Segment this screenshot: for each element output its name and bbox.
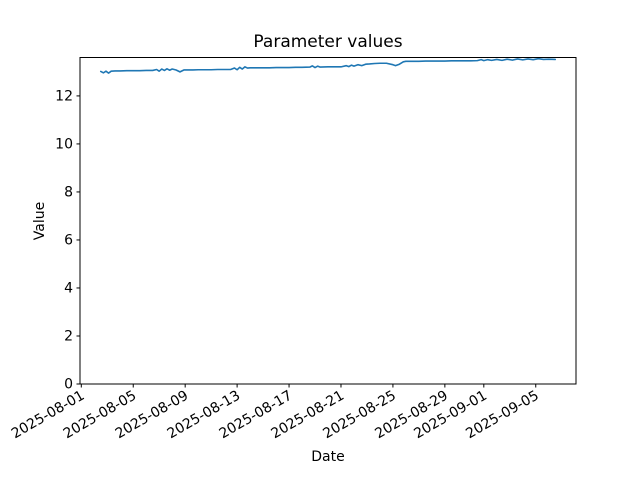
y-tick-label: 8 [64,184,73,200]
y-tick-label: 6 [64,232,73,248]
y-tick-label: 0 [64,377,73,393]
chart-layer: 0246810122025-08-012025-08-052025-08-092… [9,57,577,442]
y-axis-label: Value [32,202,48,240]
x-axis-label: Date [311,449,344,465]
y-tick-label: 4 [64,280,73,296]
axes-spines [79,57,577,385]
y-tick-label: 12 [55,88,73,104]
y-tick-label: 2 [64,328,73,344]
chart-title: Parameter values [253,32,402,52]
y-tick-label: 10 [55,136,73,152]
data-line-parameter [99,57,557,74]
